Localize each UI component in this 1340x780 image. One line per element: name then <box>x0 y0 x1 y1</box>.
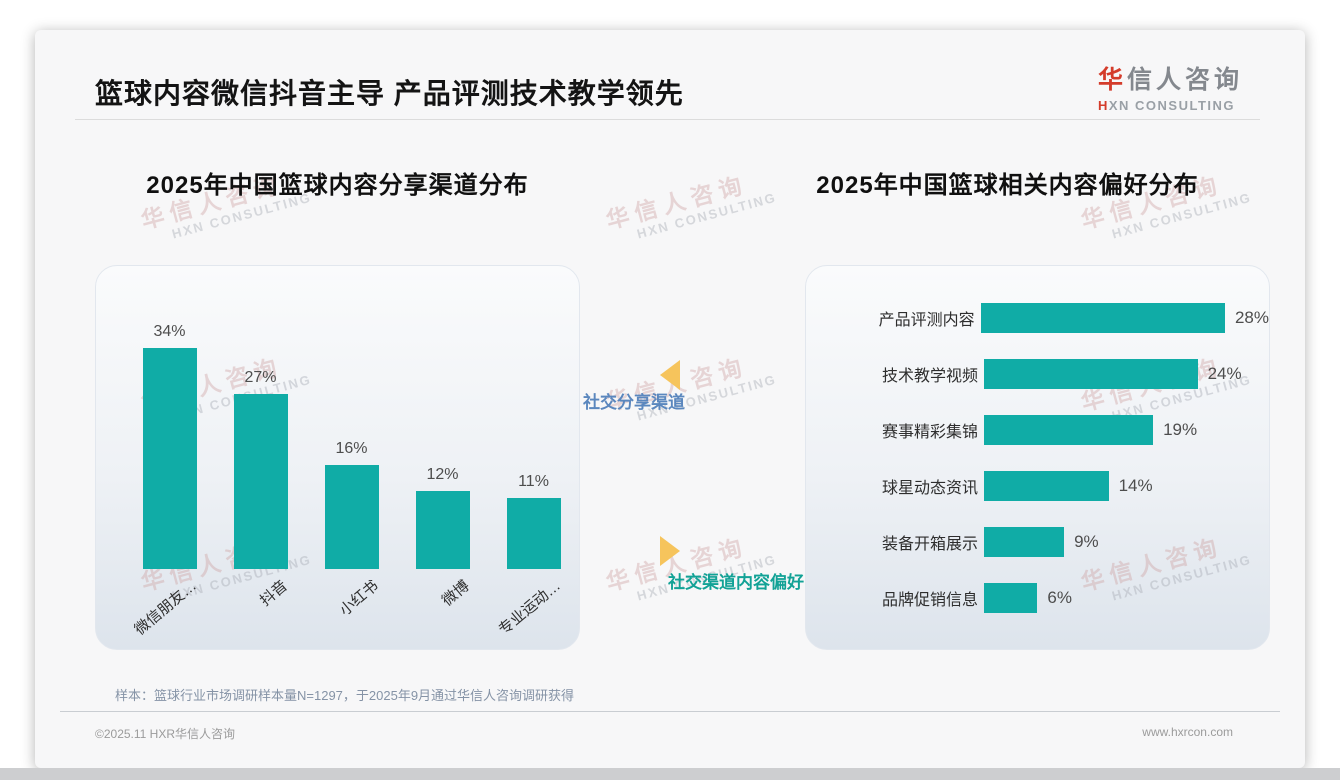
axis-category-label: 抖音 <box>257 577 292 610</box>
column-bar-group: 16% <box>306 266 397 569</box>
bar-value-label: 27% <box>244 368 277 386</box>
axis-category-label: 专业运动… <box>495 577 565 639</box>
axis-category-label: 微信朋友… <box>131 577 201 639</box>
preference-value: 19% <box>1163 420 1198 439</box>
bottom-strip <box>0 768 1340 780</box>
preference-label: 球星动态资讯 <box>881 480 978 497</box>
logo-en-rest-chars: XN CONSULTING <box>1108 98 1236 113</box>
watermark-line2: HXN CONSULTING <box>635 189 779 242</box>
preference-label: 装备开箱展示 <box>881 536 978 553</box>
axis-category-label: 微博 <box>439 577 474 610</box>
preference-bar <box>984 415 1154 445</box>
preference-value: 6% <box>1047 588 1072 607</box>
right-arrow-icon <box>660 536 680 566</box>
left-arrow-icon <box>660 360 680 390</box>
axis-label-cell: 微信朋友… <box>124 569 215 649</box>
bar-value-label: 11% <box>518 472 549 490</box>
preference-row: 技术教学视频 24% <box>806 346 1269 402</box>
column-bar-group: 27% <box>215 266 306 569</box>
preference-value: 9% <box>1074 532 1099 551</box>
axis-category-label: 小红书 <box>336 577 383 620</box>
preference-value: 28% <box>1234 308 1269 327</box>
preference-label: 品牌促销信息 <box>881 592 978 609</box>
content-preference-annotation: 社交渠道内容偏好 <box>668 573 804 592</box>
page-title: 篮球内容微信抖音主导 产品评测技术教学领先 <box>95 78 684 109</box>
axis-label-cell: 专业运动… <box>488 569 579 649</box>
preference-bar-chart: 产品评测内容 28% 技术教学视频 24% 赛事精彩集锦 19% 球星动态资讯 14% 装备开箱… <box>806 266 1269 626</box>
footer-website: www.hxrcon.com <box>1142 725 1233 739</box>
watermark-line1: 华信人咨询 <box>603 171 751 234</box>
preference-bar <box>980 303 1225 333</box>
preference-label: 赛事精彩集锦 <box>881 424 978 441</box>
column-bar-group: 11% <box>488 266 579 569</box>
axis-label-cell: 微博 <box>397 569 488 649</box>
right-chart-title: 2025年中国篮球相关内容偏好分布 <box>816 172 1199 199</box>
column-bar <box>142 348 197 569</box>
footer-divider <box>60 711 1280 712</box>
column-bar-group: 12% <box>397 266 488 569</box>
preference-bar <box>984 471 1109 501</box>
channel-axis-labels: 微信朋友… 抖音 小红书 微博 专业运动… <box>96 569 579 649</box>
preference-chart-panel: 产品评测内容 28% 技术教学视频 24% 赛事精彩集锦 19% 球星动态资讯 14% 装备开箱… <box>805 265 1270 650</box>
share-channel-annotation: 社交分享渠道 <box>583 393 685 412</box>
preference-row: 球星动态资讯 14% <box>806 458 1269 514</box>
channel-column-chart: 34% 27% 16% 12% 11% <box>96 266 579 569</box>
axis-label-cell: 小红书 <box>306 569 397 649</box>
column-bar <box>415 491 470 569</box>
left-chart-title: 2025年中国篮球内容分享渠道分布 <box>146 172 529 199</box>
preference-bar <box>984 527 1065 557</box>
preference-bar <box>984 583 1038 613</box>
preference-value: 14% <box>1118 476 1153 495</box>
column-bar <box>506 497 561 569</box>
preference-label: 技术教学视频 <box>881 368 978 385</box>
bar-value-label: 34% <box>153 323 186 340</box>
column-bar <box>324 465 379 569</box>
footer-copyright: ©2025.11 HXR华信人咨询 <box>95 727 235 741</box>
logo-rest-chars: 信人咨询 <box>1126 66 1243 94</box>
preference-row: 品牌促销信息 6% <box>806 570 1269 626</box>
header-divider <box>75 119 1260 120</box>
preference-label: 产品评测内容 <box>878 312 975 329</box>
column-bar-group: 34% <box>124 266 215 569</box>
logo-english-name: HXN CONSULTING <box>1098 98 1243 113</box>
axis-label-cell: 抖音 <box>215 569 306 649</box>
preference-row: 赛事精彩集锦 19% <box>806 402 1269 458</box>
sample-note: 样本：篮球行业市场调研样本量N=1297，于2025年9月通过华信人咨询调研获得 <box>115 688 575 703</box>
bar-value-label: 12% <box>426 466 459 483</box>
logo-accent-char: 华 <box>1097 66 1127 94</box>
logo-chinese-name: 华信人咨询 <box>1098 60 1243 96</box>
slide-card: 篮球内容微信抖音主导 产品评测技术教学领先 华信人咨询 HXN CONSULTI… <box>35 30 1305 768</box>
preference-row: 装备开箱展示 9% <box>806 514 1269 570</box>
logo-en-accent-char: H <box>1097 98 1109 113</box>
preference-value: 24% <box>1207 364 1242 383</box>
channel-chart-panel: 34% 27% 16% 12% 11% 微信朋友… 抖音 小红书 微博 专业运动… <box>95 265 580 650</box>
preference-row: 产品评测内容 28% <box>806 290 1269 346</box>
company-logo: 华信人咨询 HXN CONSULTING <box>1098 60 1243 113</box>
preference-bar <box>984 359 1198 389</box>
bar-value-label: 16% <box>335 440 368 457</box>
column-bar <box>233 393 288 569</box>
